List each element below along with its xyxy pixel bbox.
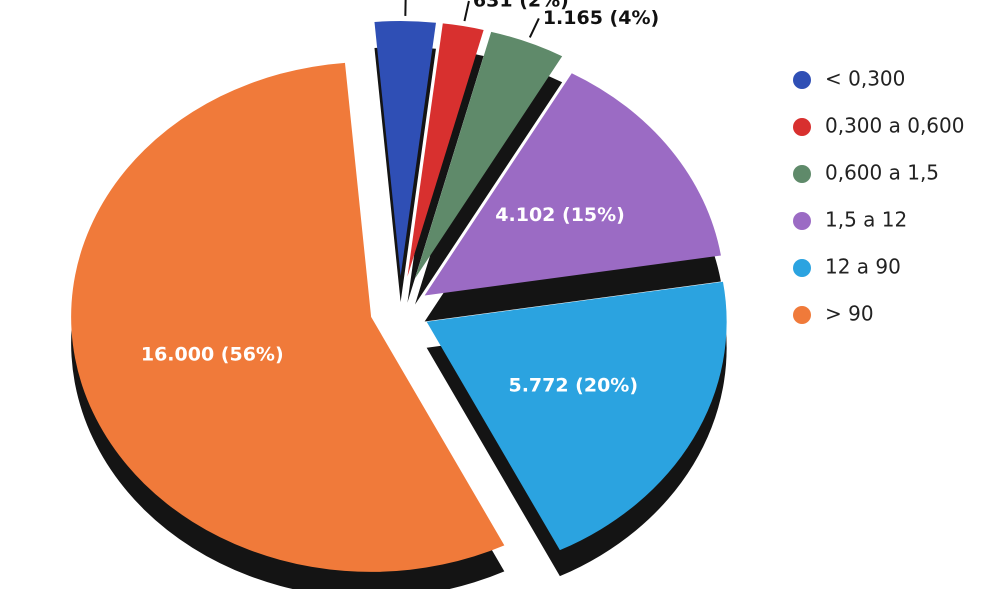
leader-line: [463, 0, 470, 22]
legend-marker: [793, 118, 811, 136]
legend-label: 0,300 a 0,600: [825, 114, 964, 138]
data-label: 16.000 (56%): [141, 343, 284, 365]
slice: [426, 281, 727, 551]
data-label: 4.102 (15%): [495, 204, 625, 226]
legend-label: 12 a 90: [825, 255, 901, 279]
legend-label: 0,600 a 1,5: [825, 161, 939, 185]
slice-side: [407, 49, 484, 303]
legend-marker: [793, 165, 811, 183]
slice: [71, 62, 505, 572]
legend-marker: [793, 259, 811, 277]
legend-marker: [793, 71, 811, 89]
data-label: 5.772 (20%): [508, 375, 638, 397]
legend-marker: [793, 212, 811, 230]
legend-marker: [793, 306, 811, 324]
slice-side: [415, 57, 563, 305]
slice: [407, 23, 484, 277]
legend-label: < 0,300: [825, 67, 905, 91]
data-label: 631 (2%): [473, 0, 569, 12]
slice: [374, 21, 436, 277]
legend-label: > 90: [825, 302, 874, 326]
data-label: 1.165 (4%): [543, 7, 659, 29]
leader-line: [528, 18, 540, 38]
legend-label: 1,5 a 12: [825, 208, 907, 232]
slice: [424, 73, 721, 296]
slice: [415, 31, 563, 279]
